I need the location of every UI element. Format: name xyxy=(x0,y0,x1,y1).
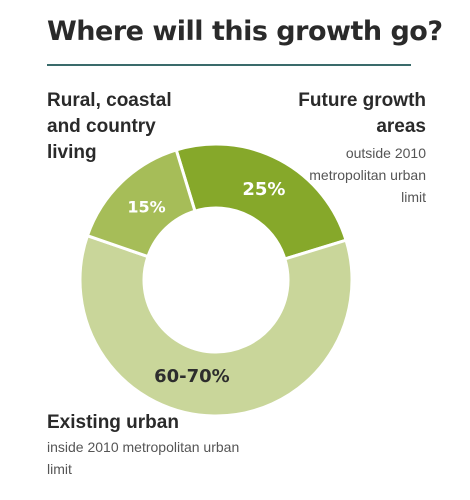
existing-label: Existing urban xyxy=(47,412,179,433)
slice-label-rural-coastal-and-country-living: 15% xyxy=(127,198,165,217)
slice-future-growth-areas xyxy=(174,142,348,261)
future-sublabel: outside 2010 metropolitan urban limit xyxy=(309,145,426,205)
future-label: Future growth areas xyxy=(298,90,426,137)
slice-label-existing-urban: 60-70% xyxy=(154,366,230,387)
donut-slices xyxy=(78,142,354,418)
chart-title: Where will this growth go? xyxy=(47,16,443,47)
existing-sublabel: inside 2010 metropolitan urban limit xyxy=(47,439,240,477)
donut-slice-labels: 25% 60-70% 15% xyxy=(127,179,285,387)
rural-label: Rural, coastal and country living xyxy=(47,90,172,163)
slice-existing-urban xyxy=(78,233,354,418)
slice-rural-coastal-and-country-living xyxy=(85,148,197,259)
title-divider xyxy=(47,64,411,66)
slice-label-future-growth-areas: 25% xyxy=(242,179,285,200)
